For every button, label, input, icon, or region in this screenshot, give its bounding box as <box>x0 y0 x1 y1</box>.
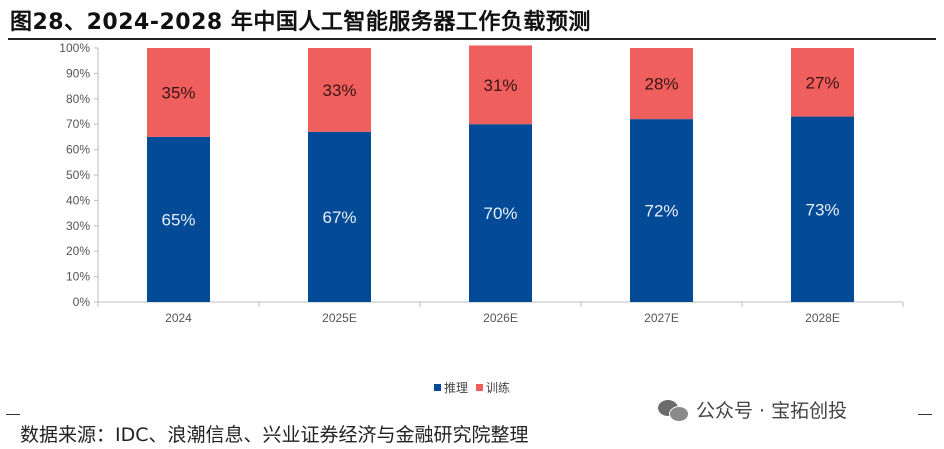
x-tick-label: 2025E <box>322 311 357 325</box>
bar-inference <box>630 119 693 303</box>
y-tick-label: 100% <box>59 41 90 55</box>
data-label: 67% <box>322 208 356 227</box>
y-tick-label: 10% <box>66 270 90 284</box>
x-tick-label: 2024 <box>165 311 192 325</box>
data-label: 27% <box>805 73 839 92</box>
x-tick-label: 2027E <box>644 311 679 325</box>
bar-inference <box>308 131 371 302</box>
legend-label: 推理 <box>444 381 468 395</box>
legend-swatch-training <box>476 384 483 391</box>
legend-label: 训练 <box>486 380 510 395</box>
x-tick-label: 2028E <box>805 311 840 325</box>
y-tick-label: 0% <box>73 295 91 309</box>
bar-training <box>469 45 532 125</box>
legend-swatch-inference <box>434 384 441 391</box>
bar-training <box>630 48 693 120</box>
bar-training <box>791 48 854 117</box>
data-label: 33% <box>322 81 356 100</box>
bar-inference <box>469 124 532 302</box>
source-note: 数据来源：IDC、浪潮信息、兴业证券经济与金融研究院整理 <box>20 424 529 446</box>
y-tick-label: 30% <box>66 219 90 233</box>
y-tick-label: 90% <box>66 66 90 80</box>
footer-divider-left <box>6 414 20 415</box>
data-label: 65% <box>161 210 195 229</box>
data-label: 73% <box>805 200 839 219</box>
x-tick-label: 2026E <box>483 311 518 325</box>
title-divider <box>8 38 936 40</box>
watermark: 公众号 · 宝拓创投 <box>658 396 847 423</box>
y-tick-label: 50% <box>66 168 90 182</box>
bar-inference <box>791 116 854 302</box>
data-label: 72% <box>644 202 678 221</box>
y-tick-label: 40% <box>66 193 90 207</box>
wechat-icon <box>658 398 689 422</box>
data-label: 35% <box>161 83 195 102</box>
data-label: 31% <box>483 76 517 95</box>
watermark-text: 公众号 · 宝拓创投 <box>696 400 848 422</box>
page-title: 图28、2024-2028 年中国人工智能服务器工作负载预测 <box>10 10 591 35</box>
bar-inference <box>147 136 210 302</box>
bar-training <box>308 48 371 132</box>
y-tick-label: 80% <box>66 92 90 106</box>
y-tick-label: 20% <box>66 244 90 258</box>
footer-divider-right <box>918 414 932 415</box>
y-tick-label: 60% <box>66 143 90 157</box>
bar-training <box>147 48 210 137</box>
data-label: 28% <box>644 75 678 94</box>
y-tick-label: 70% <box>66 117 90 131</box>
data-label: 70% <box>483 204 517 223</box>
